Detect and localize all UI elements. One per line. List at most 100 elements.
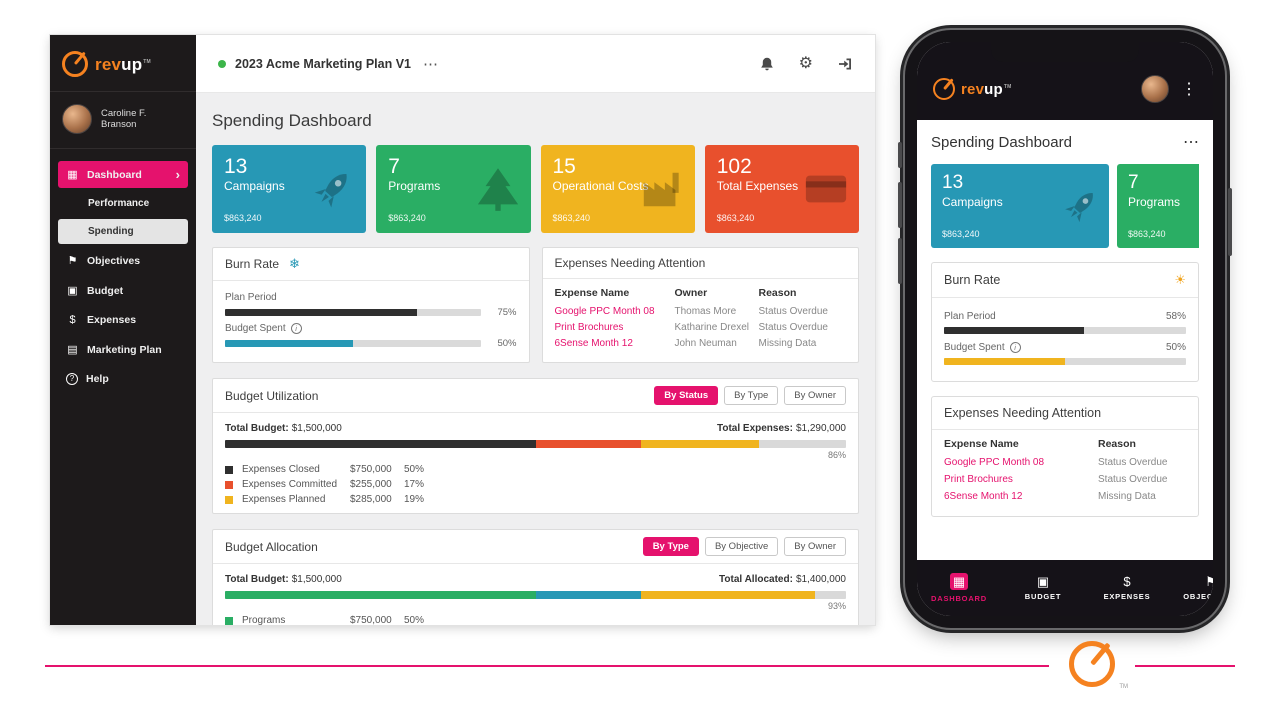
- sidebar-item-help[interactable]: ? Help: [58, 366, 188, 392]
- sidebar-item-performance[interactable]: Performance: [58, 191, 188, 216]
- panel-body: Expense Name Reason Google PPC Month 08 …: [932, 430, 1198, 516]
- table-row: Print Brochures Katharine Drexel Status …: [555, 322, 847, 333]
- expense-name-link[interactable]: Print Brochures: [944, 474, 1013, 485]
- rocket-icon: [1061, 186, 1101, 226]
- progress-label-row: Plan Period 58%: [944, 311, 1186, 322]
- phone-volume-down-button: [898, 238, 902, 284]
- more-button[interactable]: ⋯: [1183, 134, 1199, 151]
- expense-name-link[interactable]: 6Sense Month 12: [554, 338, 633, 349]
- nav-label: EXPENSES: [1103, 592, 1151, 601]
- user-profile[interactable]: Caroline F. Branson: [50, 92, 196, 149]
- column-header: Owner: [674, 287, 708, 299]
- sign-out-icon[interactable]: [837, 56, 853, 72]
- settings-gear-icon[interactable]: ⚙: [798, 54, 813, 72]
- progress-percent: 50%: [1165, 342, 1186, 353]
- progress-percent: 58%: [1165, 311, 1186, 322]
- panel-header: Expenses Needing Attention: [542, 248, 858, 279]
- nav-item-expenses[interactable]: $ EXPENSES: [1085, 560, 1169, 616]
- filter-by-owner-button[interactable]: By Owner: [784, 537, 846, 556]
- budget-spent-progress: 50%: [225, 338, 517, 349]
- utilization-stacked-bar: [225, 440, 846, 448]
- filter-by-owner-button[interactable]: By Owner: [784, 386, 846, 405]
- progress-fill: [944, 358, 1065, 365]
- total-budget-label: Total Budget:: [225, 423, 289, 434]
- progress-track: [225, 340, 481, 347]
- user-avatar: [62, 104, 92, 134]
- total-allocated-value: $1,400,000: [795, 574, 846, 585]
- revup-wordmark: revupTM: [95, 56, 151, 73]
- total-allocated: Total Allocated: $1,400,000: [719, 574, 846, 585]
- expense-reason: Status Overdue: [1098, 457, 1168, 468]
- mobile-bottom-nav: ▦ DASHBOARD ▣ BUDGET $ EXPENSES ⚑ OBJECT…: [917, 560, 1213, 616]
- snowflake-icon[interactable]: ❄: [289, 256, 300, 271]
- bar-segment: [225, 591, 536, 599]
- sidebar: revupTM Caroline F. Branson ▦ Dashboard …: [50, 35, 196, 625]
- info-icon[interactable]: i: [1009, 342, 1021, 353]
- progress-track: [944, 327, 1186, 334]
- total-expenses: Total Expenses: $1,290,000: [717, 423, 846, 434]
- stat-card-operational-costs: 15 Operational Costs $863,240: [540, 145, 695, 233]
- expense-name-link[interactable]: Google PPC Month 08: [944, 457, 1045, 468]
- expense-owner: Thomas More: [674, 306, 737, 317]
- sidebar-item-budget[interactable]: ▣ Budget: [58, 277, 188, 304]
- stat-amount: $863,240: [552, 213, 591, 223]
- logo-rev: rev: [961, 80, 985, 98]
- info-icon[interactable]: i: [290, 323, 302, 334]
- logo-tm: TM: [1003, 83, 1012, 90]
- sidebar-item-marketing-plan[interactable]: ▤ Marketing Plan: [58, 336, 188, 363]
- dashboard-icon: ▦: [949, 573, 969, 590]
- logo-up: up: [121, 54, 143, 74]
- expense-name-link[interactable]: Google PPC Month 08: [554, 306, 655, 317]
- progress-percent: 50%: [497, 338, 517, 349]
- overflow-menu-icon[interactable]: ⋮: [1181, 81, 1197, 98]
- plan-more-button[interactable]: ⋯: [423, 55, 439, 73]
- total-expenses-label: Total Expenses:: [716, 423, 793, 434]
- filter-by-status-button[interactable]: By Status: [654, 386, 719, 405]
- expense-reason: Missing Data: [758, 338, 817, 349]
- flag-icon: ⚑: [1205, 574, 1213, 589]
- sidebar-item-objectives[interactable]: ⚑ Objectives: [58, 247, 188, 274]
- user-avatar[interactable]: [1141, 75, 1169, 103]
- sidebar-item-spending[interactable]: Spending: [58, 219, 188, 244]
- sidebar-item-expenses[interactable]: $ Expenses: [58, 307, 188, 333]
- sidebar-item-label: Performance: [88, 198, 150, 209]
- total-allocated-label: Total Allocated:: [719, 574, 793, 585]
- expense-reason: Status Overdue: [1098, 474, 1168, 485]
- phone-power-button: [1228, 188, 1232, 256]
- sidebar-item-label: Marketing Plan: [87, 343, 162, 356]
- legend-amount: $750,000: [350, 615, 392, 625]
- expense-reason: Status Overdue: [758, 306, 828, 317]
- stat-amount: $863,240: [716, 213, 755, 223]
- expense-name-link[interactable]: 6Sense Month 12: [944, 491, 1023, 502]
- table-row: Print Brochures Status Overdue: [944, 474, 1186, 485]
- filter-by-type-button[interactable]: By Type: [642, 537, 699, 556]
- sun-icon[interactable]: ☀: [1174, 272, 1186, 287]
- table-row: 6Sense Month 12 Missing Data: [944, 491, 1186, 502]
- nav-item-objectives[interactable]: ⚑ OBJECTIVES: [1169, 560, 1213, 616]
- panel-title: Budget Utilization: [225, 388, 319, 403]
- legend-item: Expenses Planned $285,000 19%: [225, 494, 846, 505]
- footer-brand-rule: TM: [45, 638, 1235, 694]
- revup-logo: revupTM: [50, 35, 196, 92]
- burn-rate-panel: Burn Rate ☀ Plan Period 58% Budget Spent…: [931, 262, 1199, 382]
- help-icon: ?: [66, 373, 78, 385]
- panel-body: Total Budget: $1,500,000 Total Expenses: $…: [213, 413, 858, 513]
- stat-card-total-expenses: 102 Total Expenses $863,240: [704, 145, 859, 233]
- expense-name-link[interactable]: Print Brochures: [554, 322, 624, 333]
- logo-tm: TM: [1119, 683, 1128, 690]
- legend-swatch: [225, 616, 233, 625]
- notifications-bell-icon[interactable]: [759, 56, 775, 72]
- page-title: Spending Dashboard: [212, 111, 372, 130]
- bar-segment: [535, 591, 642, 599]
- nav-item-budget[interactable]: ▣ BUDGET: [1001, 560, 1085, 616]
- revup-gauge-icon: [1069, 640, 1115, 687]
- filter-by-objective-button[interactable]: By Objective: [704, 537, 779, 556]
- bar-segment: [535, 440, 642, 448]
- bar-segment: [225, 440, 536, 448]
- totals-row: Total Budget: $1,500,000 Total Expenses: $…: [225, 423, 846, 434]
- filter-by-type-button[interactable]: By Type: [724, 386, 779, 405]
- panel-header: Budget Utilization By Status By Type By …: [213, 379, 858, 413]
- nav-item-dashboard[interactable]: ▦ DASHBOARD: [917, 560, 1001, 616]
- progress-label-row: Budget Spent i 50%: [944, 342, 1186, 353]
- sidebar-item-dashboard[interactable]: ▦ Dashboard ›: [58, 161, 188, 188]
